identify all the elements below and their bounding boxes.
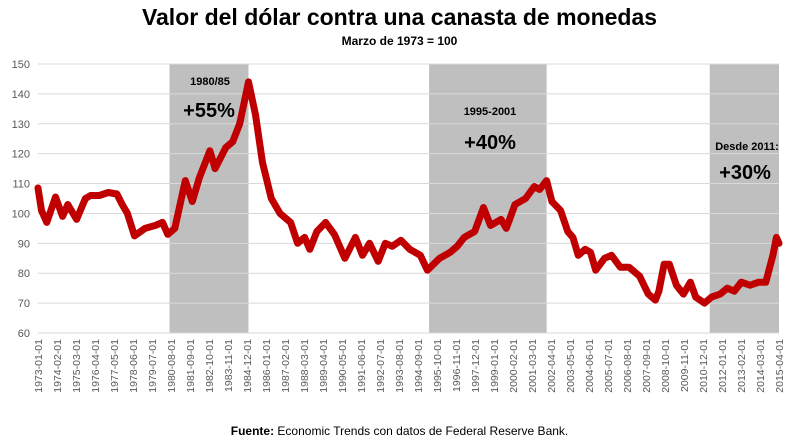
x-tick-label: 2006-08-01 [622,339,634,393]
x-tick-label: 1997-12-01 [470,339,482,393]
x-tick-label: 1978-06-01 [128,339,140,393]
y-tick-label: 110 [12,179,30,191]
y-tick-label: 60 [18,328,30,340]
x-tick-label: 1974-02-01 [52,339,64,393]
period-label: 1980/85 [190,76,230,88]
y-tick-label: 130 [12,119,30,131]
y-tick-label: 80 [18,268,30,280]
series-line [34,78,783,307]
x-tick-label: 1983-11-01 [223,339,235,392]
y-tick-label: 120 [12,149,30,161]
x-tick-label: 2005-07-01 [603,339,615,393]
chart-subtitle: Marzo de 1973 = 100 [341,34,458,48]
x-tick-label: 2003-05-01 [565,339,577,393]
x-tick-label: 1981-09-01 [185,339,197,393]
x-tick-label: 2010-12-01 [698,339,710,393]
x-tick-label: 2001-03-01 [527,339,539,393]
x-tick-label: 1976-04-01 [90,339,102,393]
x-tick-label: 2012-01-01 [717,339,729,393]
x-tick-label: 1988-03-01 [299,339,311,393]
period-change-label: +40% [464,132,516,154]
x-tick-label: 2014-03-01 [755,339,767,393]
x-tick-label: 1987-02-01 [280,339,292,393]
x-tick-label: 2015-04-01 [774,339,786,393]
x-tick-label: 1995-10-01 [432,339,444,393]
x-tick-label: 2008-10-01 [660,339,672,393]
x-tick-label: 1994-09-01 [413,339,425,393]
x-tick-label: 1979-07-01 [147,339,159,393]
x-tick-label: 1993-08-01 [394,339,406,393]
y-tick-label: 150 [12,59,30,71]
period-label: 1995-2001 [464,106,517,118]
x-tick-label: 1986-01-01 [261,339,273,393]
x-tick-label: 1990-05-01 [337,339,349,393]
x-tick-label: 1999-01-01 [489,339,501,393]
period-label: Desde 2011: [715,141,779,153]
y-tick-label: 70 [18,298,30,310]
x-tick-label: 1996-11-01 [451,339,463,392]
x-tick-label: 1992-07-01 [375,339,387,393]
period-change-label: +30% [719,162,771,184]
x-tick-label: 2007-09-01 [641,339,653,393]
x-tick-label: 1973-01-01 [33,339,45,393]
x-tick-label: 1977-05-01 [109,339,121,393]
x-tick-label: 1991-06-01 [356,339,368,393]
x-tick-label: 2009-11-01 [679,339,691,392]
x-tick-label: 1980-08-01 [166,339,178,393]
source-note: Fuente: Economic Trends con datos de Fed… [0,424,799,438]
chart-title: Valor del dólar contra una canasta de mo… [141,4,658,30]
x-tick-label: 2013-02-01 [736,339,748,393]
x-tick-label: 1984-12-01 [242,339,254,393]
y-tick-label: 90 [18,238,30,250]
shaded-period [709,64,779,333]
x-tick-label: 2002-04-01 [546,339,558,393]
y-tick-label: 100 [12,208,30,220]
x-tick-label: 1975-03-01 [71,339,83,393]
x-tick-label: 1989-04-01 [318,339,330,393]
x-tick-label: 2004-06-01 [584,339,596,393]
period-change-label: +55% [183,100,235,122]
source-label: Fuente: [230,424,275,438]
y-tick-label: 140 [12,89,30,101]
source-text: Economic Trends con datos de Federal Res… [274,424,569,438]
x-tick-label: 2000-02-01 [508,339,520,393]
x-tick-label: 1982-10-01 [204,339,216,393]
